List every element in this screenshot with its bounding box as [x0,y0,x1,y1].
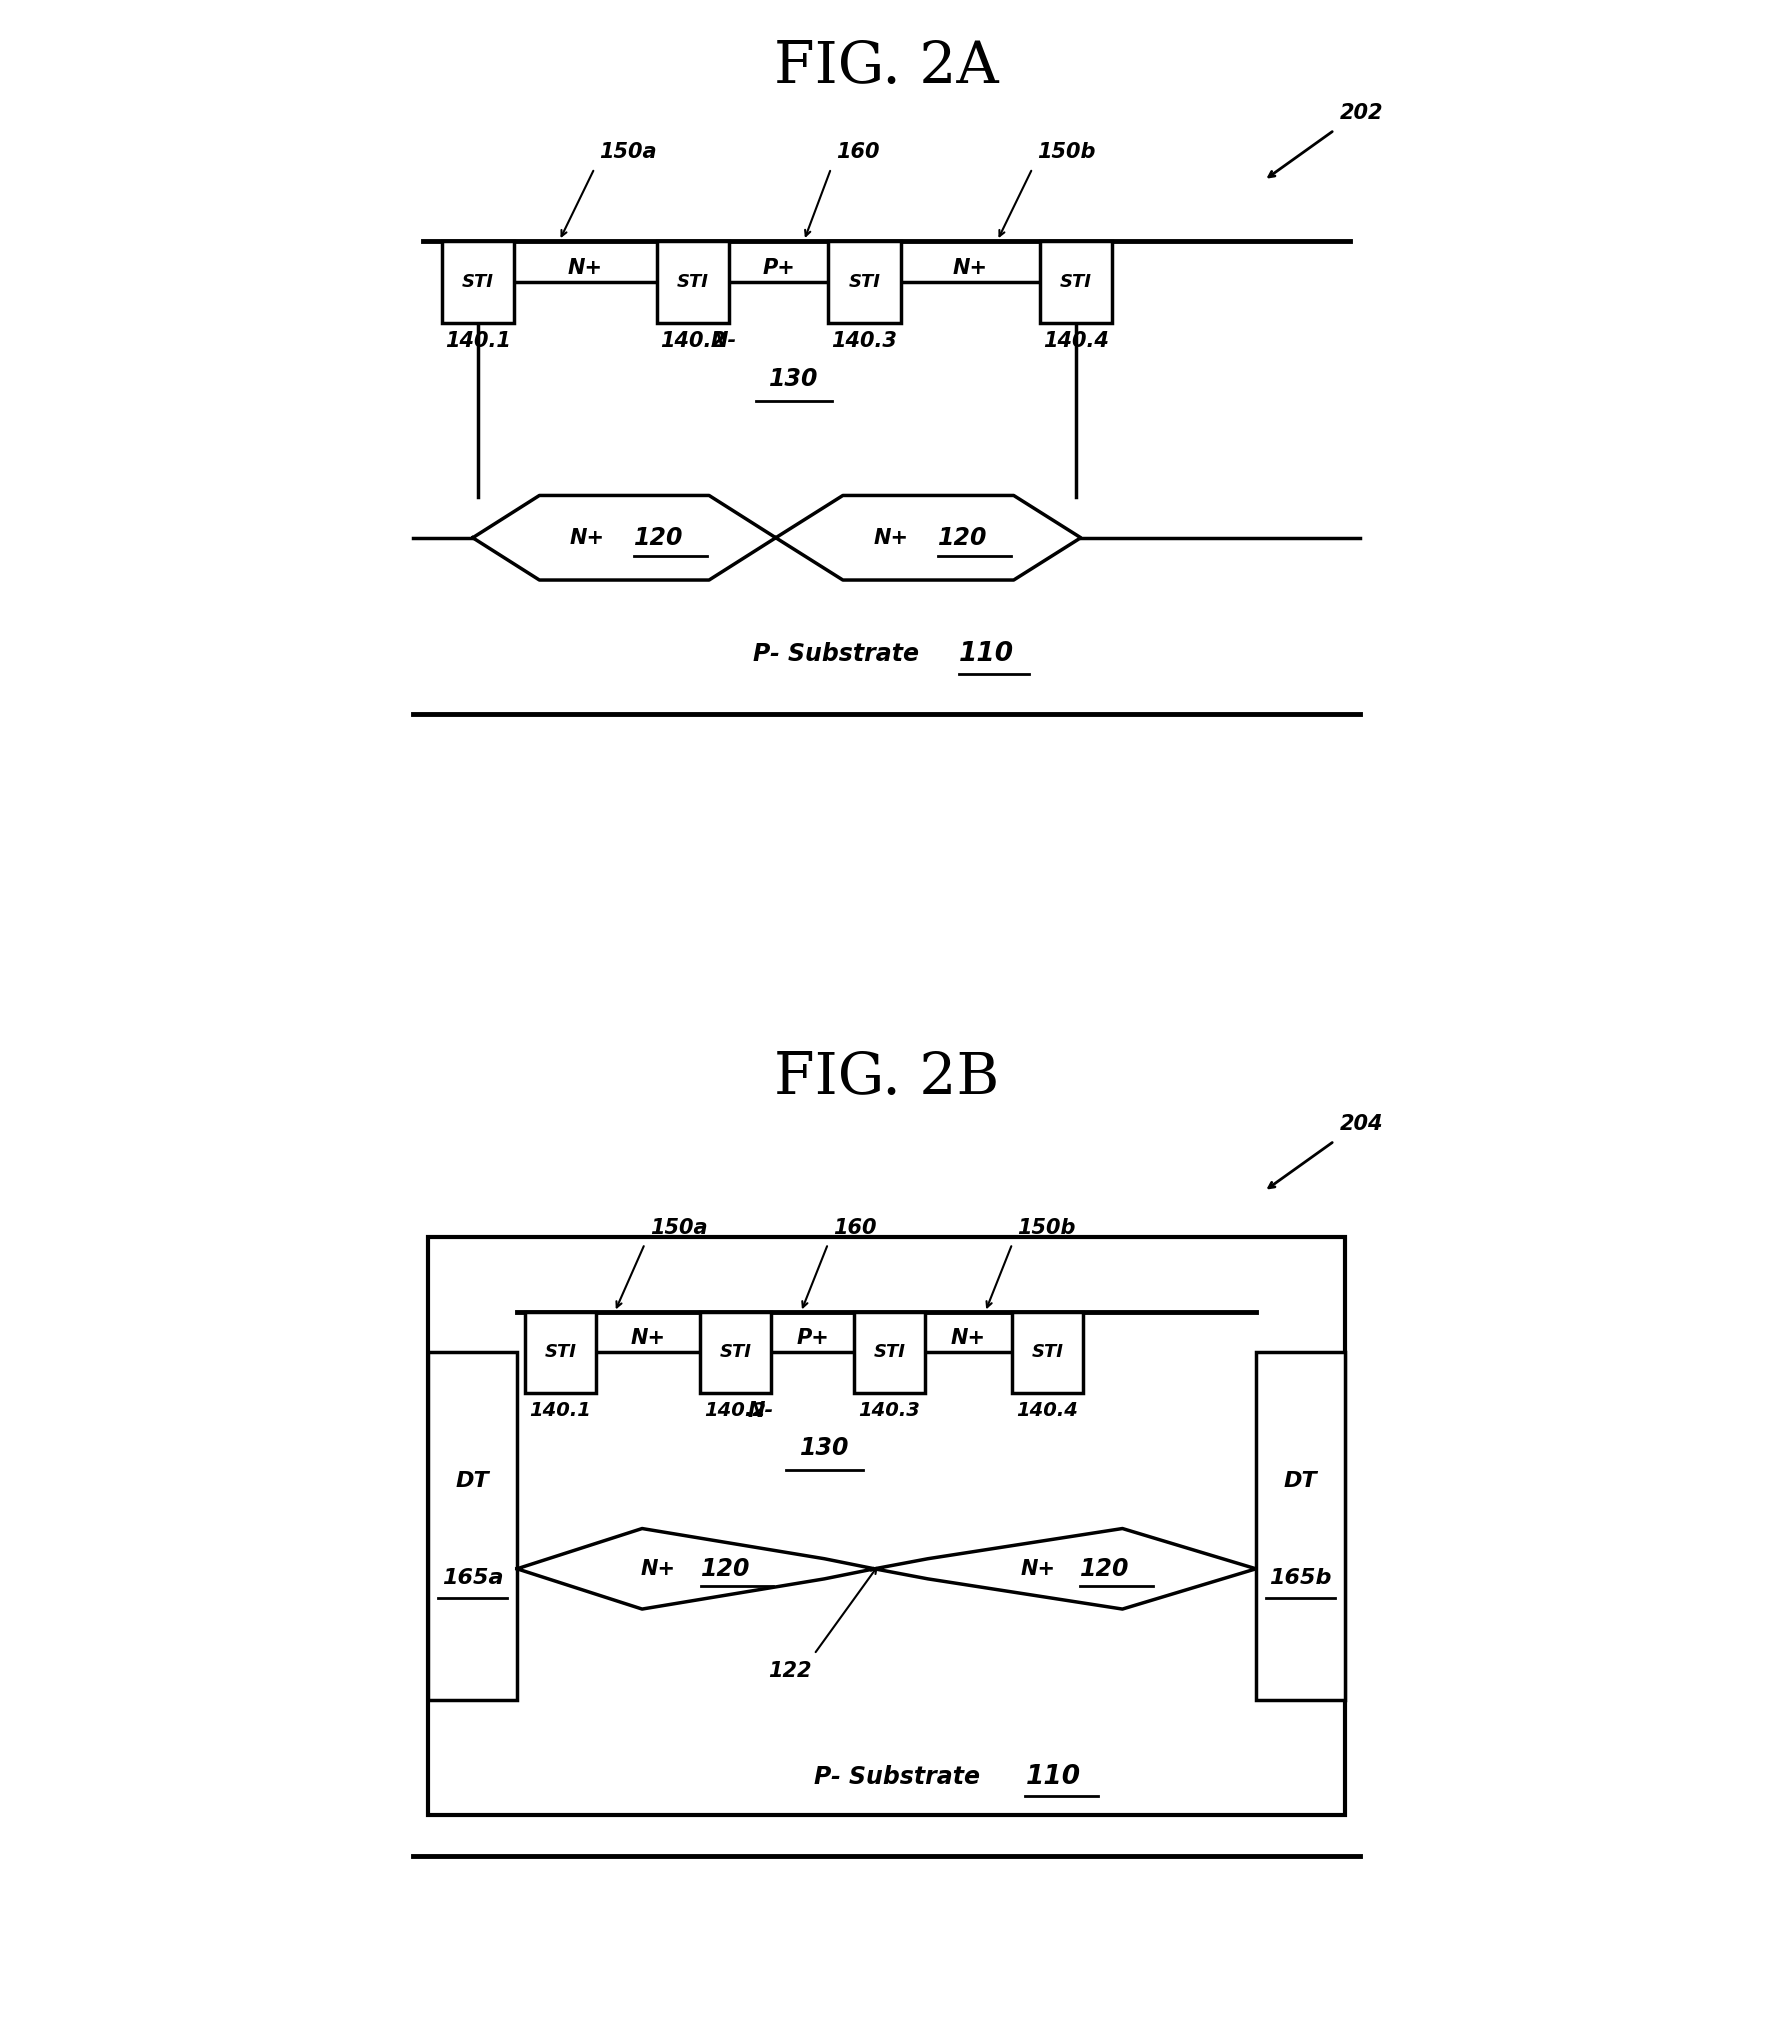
Text: 160: 160 [837,142,879,162]
Text: N+: N+ [640,1558,676,1578]
Polygon shape [777,496,1082,579]
Text: N-: N- [711,332,736,350]
Text: 140.4: 140.4 [1043,332,1108,350]
Text: P+: P+ [796,1329,830,1349]
Text: 140.4: 140.4 [1016,1400,1078,1420]
Text: STI: STI [544,1343,576,1361]
Text: 150a: 150a [599,142,658,162]
Bar [828,241,901,324]
Bar [658,241,729,324]
Text: STI: STI [720,1343,752,1361]
Bar [700,1313,771,1392]
Text: N+: N+ [631,1329,665,1349]
Text: STI: STI [461,274,493,292]
Text: 204: 204 [1340,1114,1383,1135]
Polygon shape [518,1528,874,1609]
Text: 165b: 165b [1269,1568,1332,1588]
Text: 140.2: 140.2 [660,332,727,350]
Text: STI: STI [874,1343,906,1361]
Bar [441,241,514,324]
Text: 120: 120 [938,525,988,549]
Text: DT: DT [456,1471,489,1491]
Text: FIG. 2A: FIG. 2A [775,38,998,95]
Text: 160: 160 [833,1218,876,1238]
Bar [1255,1351,1344,1700]
Bar [1012,1313,1083,1392]
Bar [1039,241,1112,324]
Text: 140.2: 140.2 [704,1400,766,1420]
Bar [429,1351,518,1700]
Text: N+: N+ [952,257,988,278]
Text: P- Substrate: P- Substrate [754,642,918,665]
Text: 120: 120 [635,525,684,549]
Polygon shape [874,1528,1255,1609]
Text: N+: N+ [567,257,603,278]
Text: 130: 130 [769,367,819,391]
Text: 120: 120 [1080,1556,1129,1580]
Text: 150a: 150a [651,1218,707,1238]
Text: DT: DT [1284,1471,1317,1491]
Text: N+: N+ [950,1329,986,1349]
Text: 120: 120 [700,1556,750,1580]
Text: STI: STI [847,274,881,292]
Text: 150b: 150b [1018,1218,1076,1238]
Text: 140.1: 140.1 [530,1400,590,1420]
Text: STI: STI [1032,1343,1064,1361]
Polygon shape [473,496,777,579]
Text: 165a: 165a [441,1568,504,1588]
Text: STI: STI [1060,274,1092,292]
Text: 130: 130 [800,1436,849,1461]
Text: N+: N+ [872,527,908,547]
Text: 110: 110 [959,640,1014,667]
Bar [525,1313,596,1392]
Text: 202: 202 [1340,103,1383,124]
Bar [429,1236,1344,1815]
Text: 110: 110 [1025,1765,1080,1791]
Text: N+: N+ [569,527,605,547]
Text: N-: N- [746,1400,773,1420]
Text: 140.1: 140.1 [445,332,511,350]
Bar [855,1313,926,1392]
Text: P+: P+ [762,257,794,278]
Text: 150b: 150b [1037,142,1096,162]
Text: P- Substrate: P- Substrate [814,1765,979,1789]
Text: 140.3: 140.3 [858,1400,920,1420]
Text: FIG. 2B: FIG. 2B [773,1049,1000,1106]
Text: 122: 122 [768,1661,812,1682]
Text: N+: N+ [1019,1558,1055,1578]
Text: STI: STI [677,274,709,292]
Text: 140.3: 140.3 [832,332,897,350]
